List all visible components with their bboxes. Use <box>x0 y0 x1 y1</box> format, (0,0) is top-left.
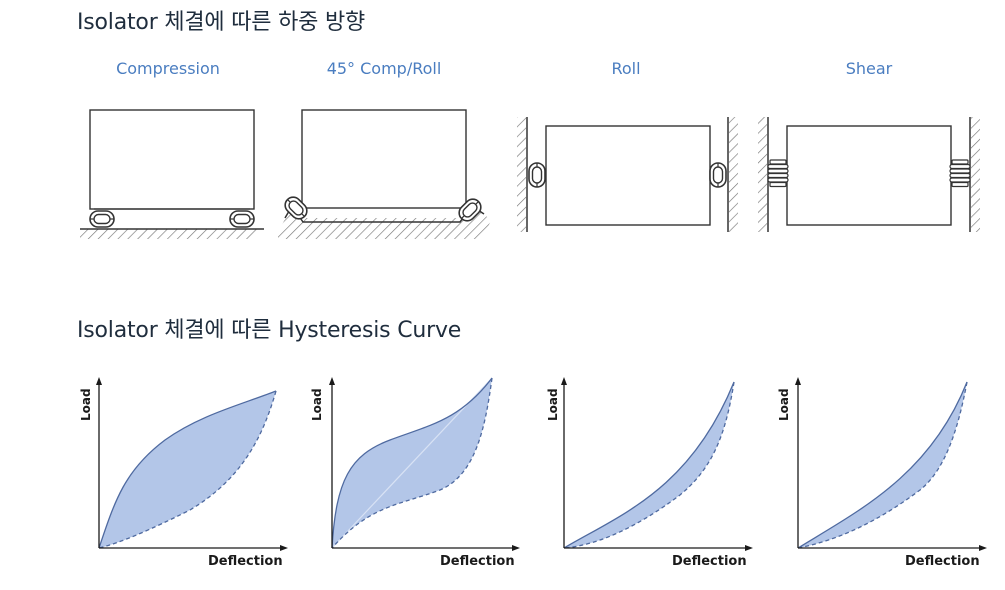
ground-hatch <box>278 208 491 239</box>
wall-hatch-left <box>758 117 767 232</box>
mounting-title: Isolator 체결에 따른 하중 방향 <box>77 10 366 35</box>
equipment-box <box>545 125 711 226</box>
config-label-roll: Roll <box>611 59 641 78</box>
x-axis-label-roll: Deflection <box>672 554 747 569</box>
equipment-box <box>89 109 255 210</box>
x-axis-arrow <box>745 545 753 551</box>
x-axis-arrow <box>979 545 987 551</box>
hysteresis-loop-area <box>564 382 734 548</box>
loading-curve <box>797 381 968 549</box>
loading-curve <box>98 390 277 549</box>
y-axis-label-roll: Load <box>546 388 560 421</box>
loading-curve <box>331 377 493 549</box>
wall-hatch-left <box>517 117 526 232</box>
unloading-curve <box>331 377 493 549</box>
x-axis-label-shear: Deflection <box>905 554 980 569</box>
hysteresis-loop-area <box>99 391 276 548</box>
y-axis-arrow <box>96 377 102 385</box>
x-axis-arrow <box>280 545 288 551</box>
shear-isolator-left <box>767 159 789 188</box>
compression-diagram <box>80 109 264 239</box>
wall-hatch-right <box>971 117 980 232</box>
hysteresis-chart-shear <box>795 377 987 551</box>
x-axis-label-comp-roll: Deflection <box>440 554 515 569</box>
hysteresis-chart-roll <box>561 377 753 551</box>
hysteresis-title: Isolator 체결에 따른 Hysteresis Curve <box>77 318 462 343</box>
ground-hatch <box>80 229 264 239</box>
isolator-left <box>528 162 546 188</box>
roll-diagram <box>517 117 738 232</box>
isolator-left <box>89 210 115 228</box>
shear-diagram <box>758 117 980 232</box>
hysteresis-loop-area <box>798 382 967 548</box>
y-axis-arrow <box>329 377 335 385</box>
unloading-curve <box>563 381 735 549</box>
config-label-45-comp-roll: 45° Comp/Roll <box>326 59 442 78</box>
comp-roll-diagram <box>278 109 491 239</box>
equipment-box <box>301 109 467 209</box>
unloading-curve <box>797 381 968 549</box>
loading-curve <box>563 381 735 549</box>
y-axis-label-shear: Load <box>777 388 791 421</box>
config-label-shear: Shear <box>845 59 893 78</box>
equipment-box <box>786 125 952 226</box>
hysteresis-chart-comp-roll <box>329 377 520 551</box>
config-label-compression: Compression <box>116 59 220 78</box>
y-axis-arrow <box>561 377 567 385</box>
shear-isolator-right <box>949 159 971 188</box>
y-axis-arrow <box>795 377 801 385</box>
hysteresis-chart-compression <box>96 377 288 551</box>
wall-hatch-right <box>729 117 738 232</box>
y-axis-label-comp-roll: Load <box>310 388 324 421</box>
x-axis-label-compression: Deflection <box>208 554 283 569</box>
x-axis-arrow <box>512 545 520 551</box>
isolator-right <box>709 162 727 188</box>
y-axis-label-compression: Load <box>79 388 93 421</box>
isolator-right <box>229 210 255 228</box>
